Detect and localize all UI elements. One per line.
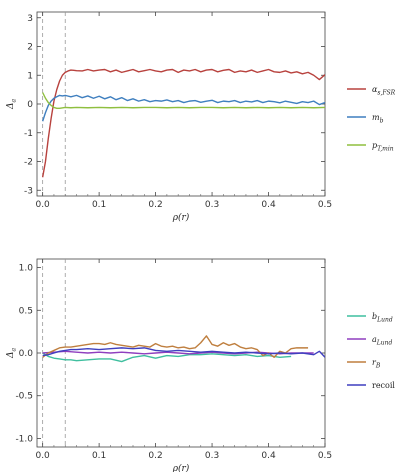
y-tick-label: -1 [24,129,33,139]
y-tick-label: 0 [27,100,33,110]
y-tick-label: -3 [24,186,33,196]
y-tick-label: -2 [24,158,33,168]
x-tick-label: 0.3 [205,200,219,210]
legend-label-1: mb [372,113,384,125]
x-tick-label: 0.4 [261,451,276,461]
x-tick-label: 0.2 [148,451,162,461]
series-line-2 [42,92,325,110]
x-tick-label: 0.2 [148,200,162,210]
y-tick-label: 0.0 [19,349,34,359]
x-tick-label: 0.0 [35,451,50,461]
y-tick-label: -0.5 [15,392,33,402]
series-line-3 [42,347,325,358]
plot-frame [36,11,326,197]
legend-label-2: pT,min [372,141,394,153]
legend-label-0: αs,FSR [372,85,396,97]
legend-label-1: aLund [372,335,392,347]
x-tick-label: 0.5 [318,200,332,210]
x-tick-label: 0.3 [205,451,219,461]
y-axis-label: Δa [6,348,18,360]
series-line-1 [41,94,325,122]
x-axis-label: ρ(r) [172,463,190,472]
x-tick-label: 0.1 [92,200,106,210]
x-axis-label: ρ(r) [172,212,190,223]
y-tick-label: 0.5 [19,306,33,316]
series-line-2 [42,335,309,358]
series-line-0 [41,68,325,178]
x-tick-label: 0.1 [92,451,106,461]
y-axis-label: Δa [6,99,18,111]
legend-label-3: recoil [372,381,395,390]
legend-label-2: rB [372,358,381,370]
x-tick-label: 0.4 [261,200,276,210]
y-tick-label: -1.0 [15,434,33,444]
series-line-0 [42,352,292,363]
x-tick-label: 0.5 [318,451,332,461]
y-tick-label: 1.0 [19,264,34,274]
x-tick-label: 0.0 [35,200,50,210]
y-tick-label: 3 [27,14,33,24]
bottom-chart: 0.0 0.1 0.2 0.3 0.4 0.5 -1.0 -0.5 0.0 0.5 1.0 ρ(r) Δ… [6,258,395,472]
legend-label-0: bLund [372,312,393,324]
top-chart: 0.0 0.1 0.2 0.3 0.4 0.5 -3 -2 -1 0 1 2 3 ρ(r) Δa αs,FSR… [6,11,396,223]
y-tick-label: 1 [27,71,33,81]
y-tick-label: 2 [27,43,33,53]
